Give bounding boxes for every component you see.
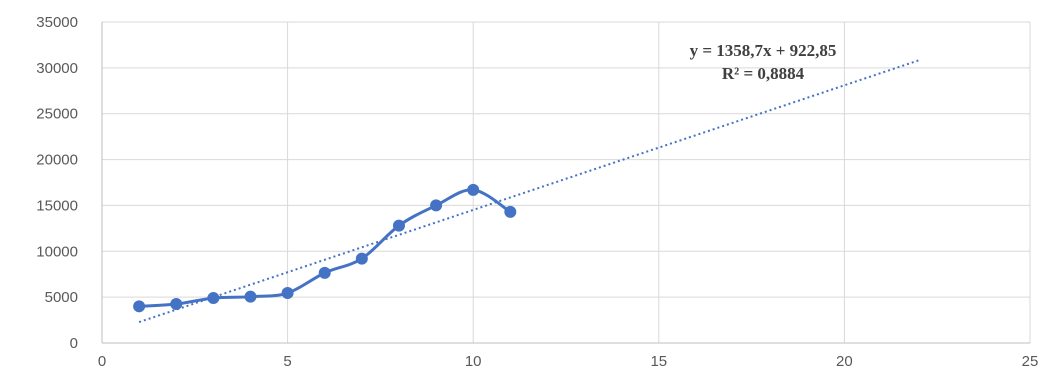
data-point-marker — [504, 205, 517, 218]
series-line — [137, 188, 512, 308]
data-point-marker — [430, 199, 443, 212]
data-points — [133, 183, 517, 313]
y-tick-label: 20000 — [36, 152, 78, 169]
x-tick-label: 20 — [836, 353, 853, 369]
y-tick-label: 35000 — [36, 14, 78, 31]
linear-trendline — [138, 59, 919, 324]
y-tick-label: 25000 — [36, 106, 78, 123]
x-tick-label: 0 — [98, 353, 106, 369]
grid-lines — [102, 21, 1031, 343]
y-tick-label: 10000 — [36, 243, 78, 260]
y-tick-label: 0 — [70, 335, 78, 352]
data-point-marker — [133, 300, 146, 313]
y-axis-tick-labels: 0 5000 10000 15000 20000 25000 30000 35000 — [36, 14, 78, 352]
axes — [101, 22, 1030, 344]
trendline-group — [138, 59, 919, 324]
trendline-r-squared: R² = 0,8884 — [722, 64, 805, 83]
x-axis-tick-labels: 0 5 10 15 20 25 — [98, 353, 1039, 369]
data-series — [137, 188, 512, 308]
y-tick-label: 5000 — [45, 289, 78, 306]
y-tick-label: 30000 — [36, 60, 78, 77]
x-tick-label: 25 — [1022, 353, 1039, 369]
x-tick-label: 10 — [465, 353, 482, 369]
data-point-marker — [467, 183, 480, 196]
x-tick-label: 15 — [650, 353, 667, 369]
data-point-marker — [281, 287, 294, 300]
y-tick-label: 15000 — [36, 197, 78, 214]
data-point-marker — [355, 252, 368, 265]
trendline-equation: y = 1358,7x + 922,85 — [690, 41, 837, 60]
data-point-marker — [392, 219, 405, 232]
x-tick-label: 5 — [283, 353, 291, 369]
data-point-marker — [170, 298, 183, 311]
data-point-marker — [207, 292, 220, 305]
data-point-marker — [244, 290, 257, 303]
data-point-marker — [318, 266, 331, 279]
